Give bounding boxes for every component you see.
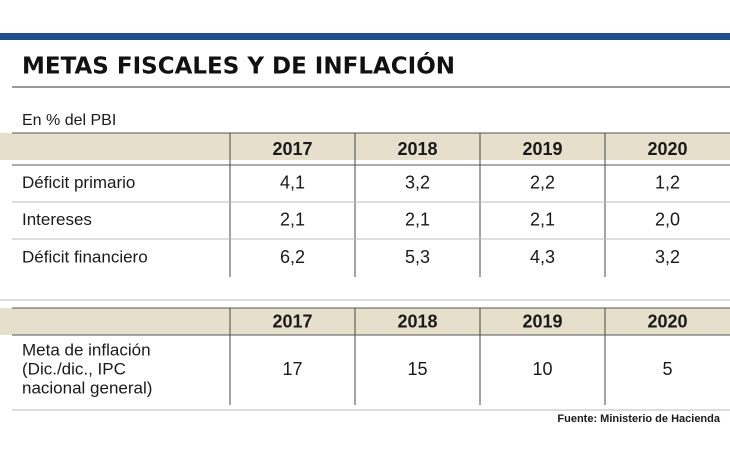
- cell: 5,3: [405, 247, 430, 267]
- column-header: 2020: [647, 311, 687, 331]
- cell: 2,1: [280, 209, 305, 229]
- row-label: Déficit primario: [22, 173, 135, 192]
- row-label: (Dic./dic., IPC: [22, 359, 126, 378]
- cell: 15: [407, 359, 427, 379]
- cell: 4,3: [530, 247, 555, 267]
- row-label: nacional general): [22, 378, 152, 397]
- cell: 6,2: [280, 247, 305, 267]
- cell: 3,2: [655, 247, 680, 267]
- top-bar: [0, 33, 730, 40]
- row-label: Intereses: [22, 210, 92, 229]
- title: METAS FISCALES Y DE INFLACIÓN: [22, 52, 455, 80]
- cell: 3,2: [405, 172, 430, 192]
- header-band: [0, 308, 730, 335]
- cell: 10: [532, 359, 552, 379]
- column-header: 2017: [272, 139, 312, 159]
- column-header: 2019: [522, 311, 562, 331]
- cell: 1,2: [655, 172, 680, 192]
- column-header: 2019: [522, 139, 562, 159]
- row-label: Déficit financiero: [22, 247, 148, 266]
- column-header: 2020: [647, 139, 687, 159]
- cell: 2,0: [655, 209, 680, 229]
- cell: 2,1: [405, 209, 430, 229]
- cell: 2,1: [530, 209, 555, 229]
- column-header: 2018: [397, 311, 437, 331]
- header-band: [0, 133, 730, 160]
- cell: 4,1: [280, 172, 305, 192]
- source: Fuente: Ministerio de Hacienda: [557, 413, 720, 425]
- cell: 2,2: [530, 172, 555, 192]
- column-header: 2017: [272, 311, 312, 331]
- cell: 17: [282, 359, 302, 379]
- cell: 5: [662, 359, 672, 379]
- subtitle: En % del PBI: [22, 112, 116, 129]
- row-label: Meta de inflación: [22, 340, 151, 359]
- column-header: 2018: [397, 139, 437, 159]
